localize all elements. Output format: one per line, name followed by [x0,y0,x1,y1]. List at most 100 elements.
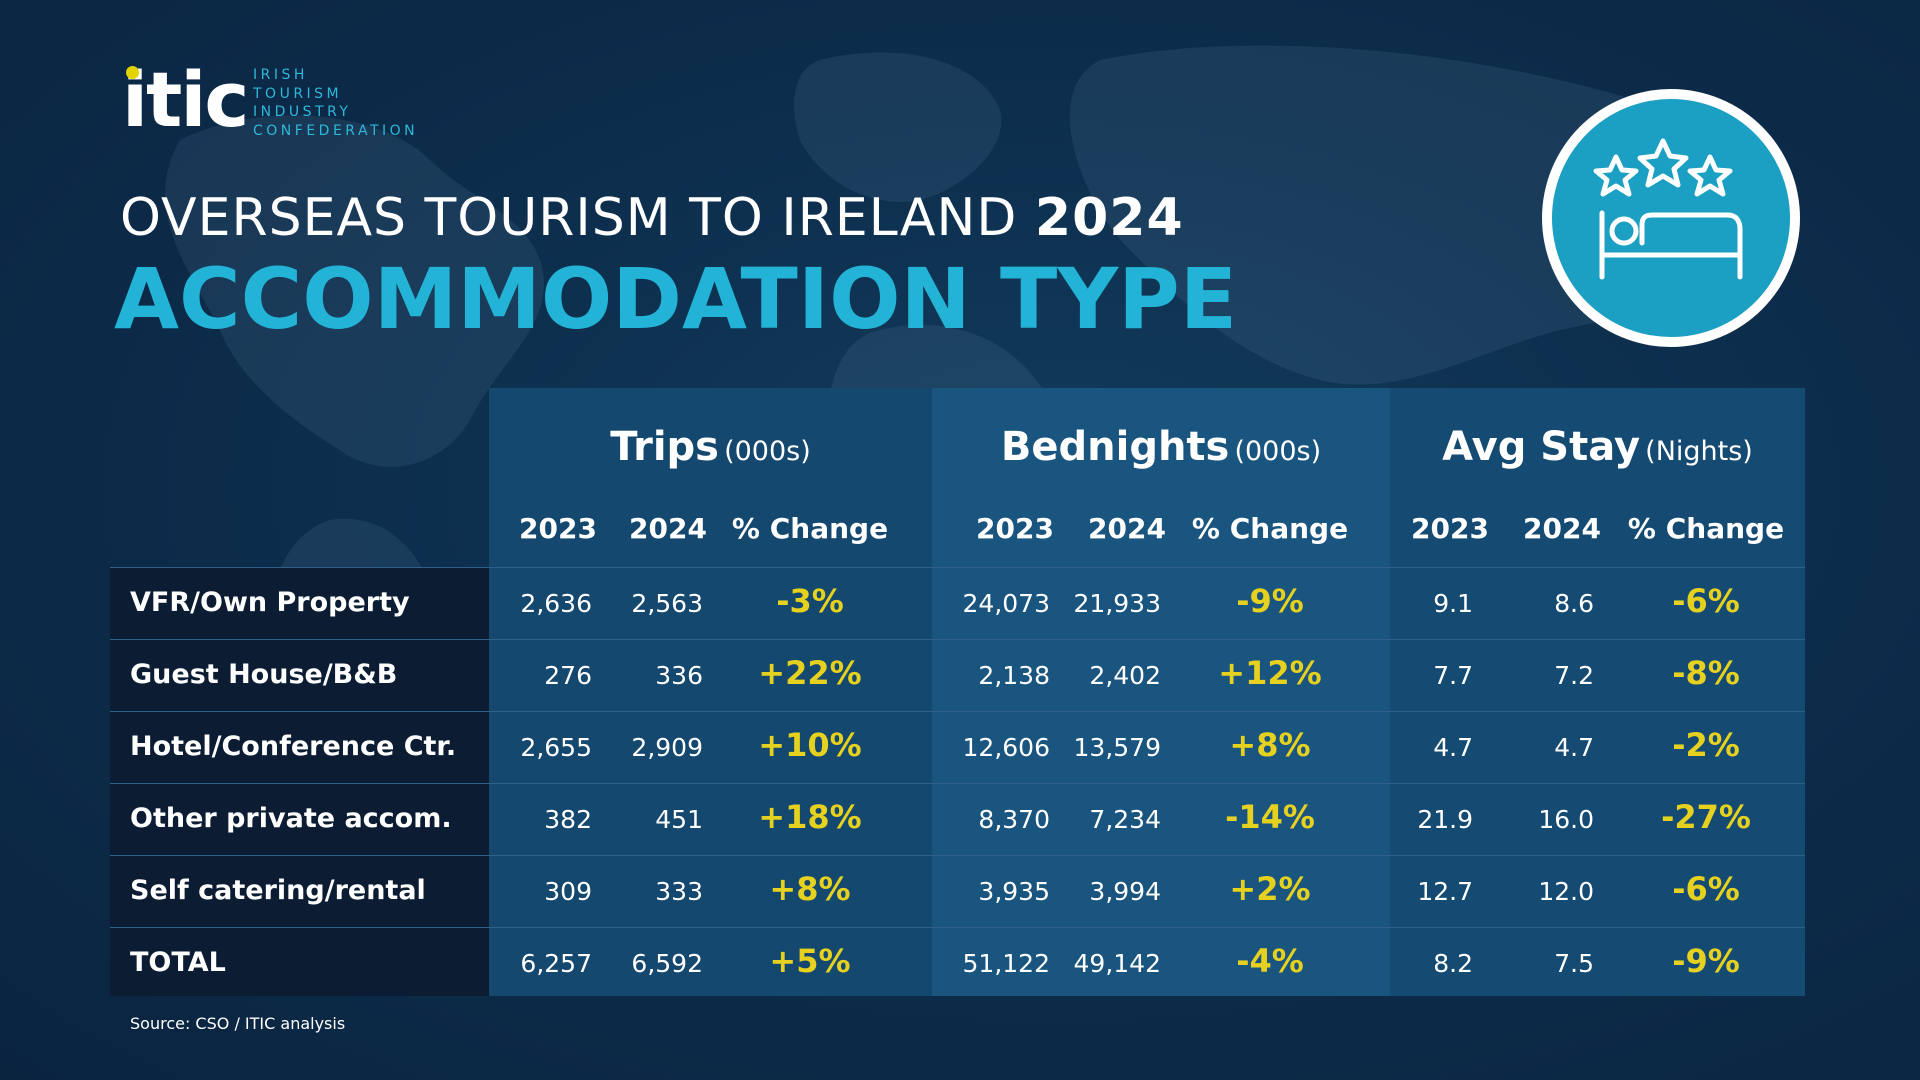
table-cell: 12.7 [1417,877,1473,906]
table-cell: 6,592 [631,949,703,978]
percent-change-cell: -6% [1672,582,1740,620]
percent-change-cell: -14% [1225,798,1315,836]
title-text: OVERSEAS TOURISM TO IRELAND [120,188,1018,248]
row-label: Other private accom. [130,803,452,834]
table-cell: 336 [655,661,703,690]
table-cell: 2,655 [520,733,592,762]
percent-change-cell: -6% [1672,870,1740,908]
group-name: Avg Stay [1442,424,1641,470]
column-header: 2024 [629,512,707,545]
row-divider [110,855,1805,856]
table-cell: 333 [655,877,703,906]
percent-change-cell: -9% [1236,582,1304,620]
percent-change-cell: -2% [1672,726,1740,764]
table-cell: 16.0 [1538,805,1594,834]
table-cell: 21.9 [1417,805,1473,834]
row-label: Guest House/B&B [130,659,398,690]
percent-change-cell: +8% [1229,726,1311,764]
table-cell: 51,122 [962,949,1050,978]
percent-change-cell: -8% [1672,654,1740,692]
percent-change-cell: +22% [758,654,862,692]
group-name: Bednights [1000,424,1230,470]
table-cell: 309 [544,877,592,906]
group-name: Trips [610,424,719,470]
column-header: 2023 [1411,512,1489,545]
table-cell: 7,234 [1089,805,1161,834]
percent-change-cell: -27% [1661,798,1751,836]
percent-change-cell: +2% [1229,870,1311,908]
avg-stay-panel [1390,388,1805,996]
row-label: VFR/Own Property [130,587,410,618]
group-header-trips: Trips (000s) [489,424,932,470]
logo-sub-line: TOURISM [253,85,343,102]
logo-sub-line: INDUSTRY [253,104,352,120]
table-cell: 12.0 [1538,877,1594,906]
percent-change-cell: +8% [769,870,851,908]
table-cell: 276 [544,661,592,690]
group-unit: (000s) [724,436,811,467]
table-cell: 2,402 [1089,661,1161,690]
table-cell: 49,142 [1073,949,1161,978]
table-cell: 9.1 [1433,589,1473,618]
table-cell: 24,073 [962,589,1050,618]
column-header: % Change [1627,512,1785,545]
group-header-bednights: Bednights (000s) [932,424,1390,470]
row-divider [110,927,1805,928]
table-cell: 7.5 [1554,949,1594,978]
table-cell: 451 [655,805,703,834]
group-unit: (Nights) [1645,436,1753,467]
group-unit: (000s) [1234,436,1322,467]
percent-change-cell: -9% [1672,942,1740,980]
table-cell: 8.6 [1554,589,1594,618]
logo-sub-line: CONFEDERATION [253,122,419,139]
table-cell: 382 [544,805,592,834]
table-cell: 3,935 [978,877,1050,906]
row-label: TOTAL [130,947,226,978]
table-cell: 6,257 [520,949,592,978]
table-cell: 7.2 [1554,661,1594,690]
table-cell: 2,636 [520,589,592,618]
row-label: Hotel/Conference Ctr. [130,731,457,762]
column-header: 2024 [1523,512,1601,545]
table-cell: 2,909 [631,733,703,762]
row-divider [110,567,1805,568]
logo-dot [126,66,139,79]
row-divider [110,783,1805,784]
percent-change-cell: +5% [769,942,851,980]
table-cell: 13,579 [1073,733,1161,762]
hotel-bed-stars-icon [1593,138,1743,280]
table-cell: 7.7 [1433,661,1473,690]
source-note: Source: CSO / ITIC analysis [130,1014,346,1033]
group-header-avg-stay: Avg Stay (Nights) [1390,424,1805,470]
page-subtitle: ACCOMMODATION TYPE [114,250,1238,348]
percent-change-cell: -3% [776,582,844,620]
table-cell: 21,933 [1073,589,1161,618]
row-labels-panel [110,567,489,996]
column-header: % Change [1191,512,1349,545]
column-header: 2024 [1088,512,1166,545]
table-cell: 2,563 [631,589,703,618]
table-cell: 3,994 [1089,877,1161,906]
column-header: 2023 [519,512,597,545]
logo-sub-line: IRISH [253,67,308,83]
accommodation-badge [1542,89,1800,347]
page-title: OVERSEAS TOURISM TO IRELAND 2024 [120,188,1184,248]
trips-panel [489,388,932,996]
percent-change-cell: -4% [1236,942,1304,980]
table-cell: 4.7 [1433,733,1473,762]
table-cell: 12,606 [962,733,1050,762]
row-label: Self catering/rental [130,875,426,906]
table-cell: 8,370 [978,805,1050,834]
column-header: 2023 [976,512,1054,545]
table-cell: 8.2 [1433,949,1473,978]
title-year: 2024 [1034,188,1184,248]
row-divider [110,711,1805,712]
table-cell: 4.7 [1554,733,1594,762]
badge-circle [1552,99,1790,337]
logo-subtitle: IRISH TOURISM INDUSTRY CONFEDERATION [253,66,418,140]
table-cell: 2,138 [978,661,1050,690]
bednights-panel [932,388,1390,996]
logo-wordmark: itic [122,55,249,144]
column-header: % Change [731,512,889,545]
percent-change-cell: +10% [758,726,862,764]
